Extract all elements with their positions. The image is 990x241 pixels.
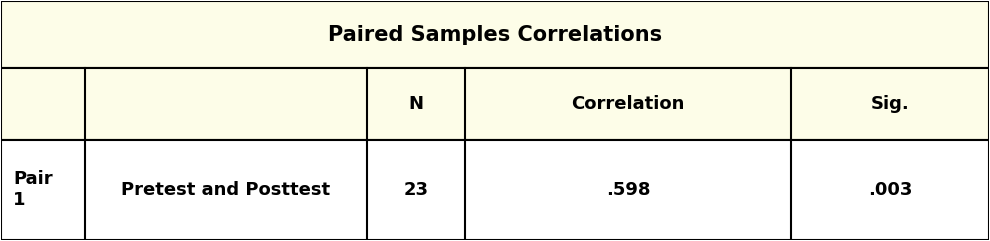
Text: Correlation: Correlation [571,95,685,113]
Text: Pretest and Posttest: Pretest and Posttest [122,181,331,199]
Bar [1,68,989,140]
Text: 23: 23 [404,181,429,199]
Text: N: N [409,95,424,113]
Bar [1,1,989,68]
Text: .003: .003 [867,181,912,199]
Bar [1,140,989,240]
Text: Pair
1: Pair 1 [13,170,52,209]
Text: Paired Samples Correlations: Paired Samples Correlations [328,25,662,45]
Text: Sig.: Sig. [870,95,909,113]
Text: .598: .598 [606,181,650,199]
